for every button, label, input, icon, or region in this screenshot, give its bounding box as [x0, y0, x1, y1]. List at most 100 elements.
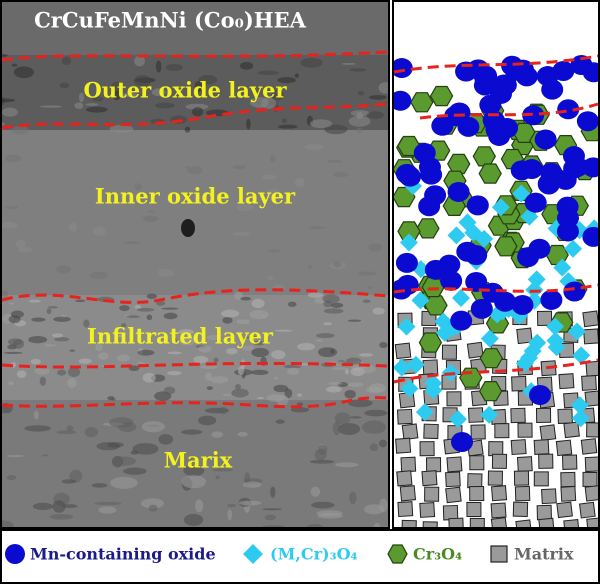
matrix-grain: [582, 471, 598, 487]
texture: [333, 171, 349, 178]
mn-oxide: [529, 385, 551, 405]
matrix-grain: [490, 485, 508, 502]
matrix-grain: [490, 502, 507, 519]
texture: [2, 54, 8, 57]
matrix-grain: [466, 341, 484, 359]
texture: [366, 111, 384, 119]
texture: [347, 319, 362, 322]
matrix-grain: [467, 473, 483, 489]
matrix-grain: [555, 439, 573, 457]
texture: [32, 502, 54, 511]
texture: [234, 291, 244, 300]
texture: [231, 388, 249, 398]
texture: [53, 316, 71, 322]
cr-oxide: [429, 85, 454, 107]
texture: [137, 349, 155, 356]
matrix-grain: [396, 408, 413, 425]
texture: [274, 329, 293, 332]
matrix-grain: [515, 519, 533, 527]
texture: [110, 476, 138, 489]
legend-label: (M,Cr)₃O₄: [270, 545, 358, 564]
texture: [262, 508, 283, 511]
left-frame: [0, 0, 390, 529]
legend-swatch: [243, 544, 263, 564]
texture: [240, 61, 254, 70]
interface-line: [419, 102, 599, 120]
matrix-grain: [466, 501, 482, 518]
texture: [349, 416, 362, 419]
texture: [165, 63, 183, 72]
mn-oxide: [511, 294, 534, 315]
texture: [256, 396, 265, 399]
texture: [11, 125, 30, 135]
matrix-grain: [424, 486, 440, 502]
matrix-grain: [469, 517, 485, 527]
texture: [348, 399, 373, 408]
texture: [111, 81, 122, 93]
texture: [311, 501, 335, 509]
texture: [315, 339, 324, 342]
mn-oxide: [447, 181, 470, 202]
texture: [56, 265, 71, 274]
texture: [307, 264, 313, 269]
mn-oxide: [524, 192, 547, 213]
texture: [69, 469, 83, 483]
mn-oxide: [556, 196, 579, 217]
texture: [13, 339, 25, 349]
texture: [316, 333, 335, 339]
spinel: [546, 317, 565, 336]
texture: [4, 154, 21, 163]
texture: [283, 364, 302, 369]
mn-oxide: [566, 156, 589, 177]
spinel: [553, 258, 572, 277]
texture: [369, 95, 387, 100]
texture: [251, 369, 269, 375]
texture: [294, 73, 299, 78]
texture: [350, 110, 371, 117]
spinel: [406, 355, 425, 374]
texture: [356, 127, 363, 133]
texture: [116, 334, 124, 338]
texture: [74, 102, 84, 109]
texture: [52, 500, 66, 513]
texture: [233, 231, 251, 236]
matrix-grain: [397, 501, 414, 517]
mn-oxide: [465, 271, 488, 292]
texture: [277, 124, 298, 129]
texture: [348, 115, 371, 127]
texture: [386, 525, 388, 527]
texture: [364, 409, 388, 417]
spinel: [572, 346, 591, 365]
texture: [307, 292, 324, 298]
texture: [181, 429, 203, 435]
texture: [246, 118, 251, 130]
matrix-grain: [556, 501, 573, 519]
texture: [236, 203, 254, 212]
texture: [238, 500, 262, 506]
matrix-grain: [557, 408, 573, 424]
texture: [324, 124, 348, 135]
texture: [273, 376, 279, 380]
matrix-grain: [536, 310, 553, 326]
matrix-grain: [494, 423, 510, 439]
texture: [273, 384, 289, 393]
texture: [8, 315, 21, 324]
texture: [67, 377, 77, 388]
legend-swatch: [490, 545, 508, 563]
texture: [97, 352, 109, 360]
texture: [358, 353, 373, 357]
matrix-grain: [535, 407, 552, 423]
interface-line: [393, 358, 599, 384]
mn-oxide: [448, 102, 471, 123]
texture: [349, 491, 357, 505]
matrix-grain: [583, 328, 598, 345]
mn-oxide: [467, 59, 490, 80]
texture: [347, 382, 364, 388]
matrix-grain: [445, 471, 461, 488]
matrix-grain: [510, 439, 527, 456]
legend-label: Mn-containing oxide: [30, 545, 216, 564]
spinel: [527, 270, 546, 289]
texture: [122, 241, 141, 245]
matrix-grain: [561, 454, 578, 470]
texture: [123, 467, 147, 475]
